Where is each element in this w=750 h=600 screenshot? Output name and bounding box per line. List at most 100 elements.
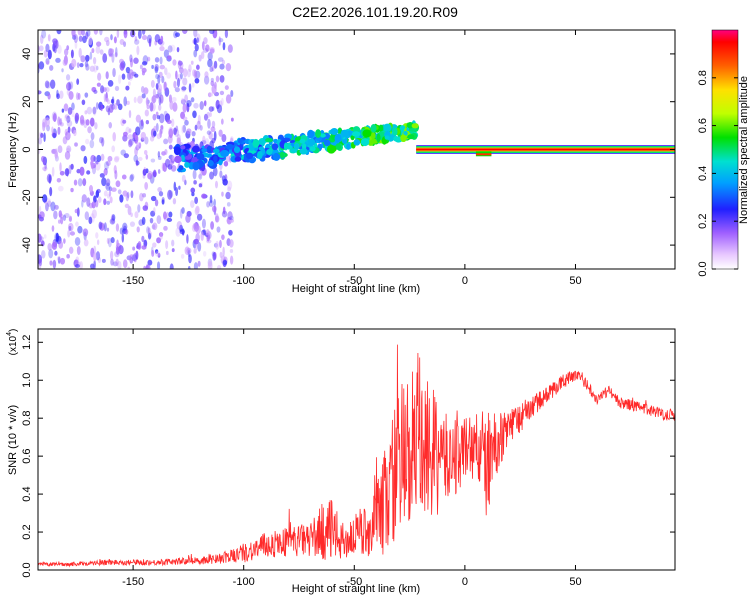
- spectrogram-noise-blob: [67, 229, 71, 238]
- spectrogram-noise-blob: [192, 110, 197, 119]
- spectrogram-noise-blob: [210, 80, 215, 86]
- spectrogram-noise-blob: [150, 79, 155, 88]
- spectrogram-noise-blob: [157, 74, 161, 85]
- spectrogram-noise-blob: [78, 35, 83, 42]
- spectrogram-noise-blob: [196, 213, 203, 221]
- spectrogram-noise-blob: [49, 186, 53, 197]
- spectrogram-noise-blob: [54, 250, 58, 256]
- spectrogram-noise-blob: [182, 68, 188, 78]
- spectrogram-noise-blob: [196, 33, 201, 43]
- spectrogram-noise-blob: [87, 126, 92, 134]
- spectrogram-noise-blob: [175, 186, 179, 197]
- spectrogram-noise-blob: [119, 39, 125, 45]
- spectrogram-noise-blob: [66, 82, 72, 91]
- spectrogram-noise-blob: [181, 125, 184, 134]
- spectrogram-trace-blob: [392, 127, 398, 136]
- spectrogram-noise-blob: [42, 121, 46, 132]
- spectrogram-noise-blob: [96, 154, 102, 163]
- spectrogram-noise-blob: [136, 226, 140, 233]
- spectrogram-trace-blob: [351, 131, 361, 137]
- spectrogram-noise-blob: [102, 53, 108, 63]
- snr-ytick-label: 1.2: [21, 335, 33, 350]
- spectrogram-noise-blob: [209, 194, 213, 204]
- spectrogram-noise-blob: [74, 112, 80, 122]
- spectrogram-noise-blob: [96, 188, 101, 194]
- spectrogram-noise-blob: [100, 85, 105, 94]
- spectrogram-noise-blob: [177, 60, 183, 66]
- spectrogram-noise-blob: [89, 51, 93, 60]
- spectrogram-noise-blob: [123, 131, 128, 137]
- spectrogram-noise-blob: [212, 166, 218, 177]
- spectrogram-noise-blob: [209, 30, 215, 35]
- spectrogram-noise-blob: [136, 141, 140, 151]
- spectrogram-noise-blob: [133, 96, 137, 104]
- spectrogram-noise-blob: [153, 207, 156, 214]
- spectrogram-noise-blob: [211, 106, 215, 111]
- spectrogram-noise-blob: [92, 57, 97, 65]
- spectrogram-noise-blob: [129, 174, 134, 182]
- spectrogram-noise-blob: [114, 169, 118, 180]
- spectrogram-noise-blob: [42, 159, 46, 166]
- spectrogram-noise-blob: [155, 111, 159, 117]
- spectrogram-noise-blob: [130, 57, 133, 68]
- spectrogram-noise-blob: [202, 250, 207, 257]
- spectrogram-noise-blob: [81, 194, 87, 203]
- spectrogram-noise-blob: [156, 133, 161, 140]
- spectrogram-noise-blob: [76, 245, 81, 255]
- spectrogram-trace-blob: [326, 144, 336, 154]
- spectrogram-noise-blob: [202, 48, 209, 53]
- spectrogram-noise-blob: [62, 214, 67, 221]
- spectrogram-noise-blob: [135, 126, 141, 136]
- spectrogram-noise-blob: [227, 180, 233, 190]
- spectrogram-noise-blob: [163, 138, 169, 145]
- spectrogram-noise-blob: [205, 229, 210, 236]
- spectrogram-noise-blob: [85, 138, 90, 145]
- spectrogram-noise-blob: [95, 232, 99, 239]
- spectrogram-noise-blob: [66, 254, 70, 259]
- spectrogram-noise-blob: [143, 87, 149, 95]
- spectrogram-noise-blob: [93, 155, 97, 162]
- spectrogram-noise-blob: [146, 34, 152, 44]
- spectrogram-noise-blob: [173, 127, 177, 136]
- spectrogram-noise-blob: [46, 60, 50, 65]
- spectrogram-trace-blob: [220, 149, 230, 157]
- spectrogram-noise-blob: [122, 119, 127, 124]
- spectrogram-noise-blob: [184, 179, 187, 186]
- spectrogram-noise-blob: [152, 113, 157, 121]
- spectrogram-noise-blob: [38, 137, 43, 145]
- spectrogram-noise-blob: [155, 73, 160, 80]
- spectrogram-noise-blob: [224, 85, 229, 90]
- spectrogram-noise-blob: [173, 181, 177, 192]
- snr-xlabel: Height of straight line (km): [292, 583, 420, 595]
- spectrogram-noise-blob: [96, 239, 100, 246]
- spectrogram-noise-blob: [218, 38, 224, 43]
- spectrogram-noise-blob: [97, 196, 102, 203]
- spectrogram-noise-blob: [74, 263, 80, 269]
- spectrogram-trace-blob: [384, 135, 390, 140]
- spectrogram-noise-blob: [117, 189, 122, 195]
- spectrogram-trace-blob: [334, 133, 342, 143]
- snr-axes: -150 -100 -50 0 50 0.0 0.2 0.4 0.6 0.8 1.0 1.2: [21, 329, 675, 588]
- spectrogram-noise-blob: [49, 64, 54, 71]
- spectrogram-trace-blob: [265, 137, 274, 143]
- spectrogram-noise-blob: [168, 211, 173, 218]
- spectrogram-noise-blob: [176, 137, 181, 146]
- spectrogram-noise-blob: [47, 242, 52, 251]
- spectrogram-noise-blob: [78, 47, 82, 58]
- spectrogram-noise-blob: [227, 186, 232, 192]
- spectrogram-noise-blob: [89, 65, 96, 72]
- spectrogram-noise-blob: [157, 252, 161, 258]
- spectrogram-image: [38, 30, 675, 269]
- spectrogram-trace-blob: [330, 128, 339, 136]
- spectrogram-noise-blob: [163, 81, 167, 92]
- spectrogram-trace-blob: [234, 156, 242, 162]
- spectrogram-noise-blob: [137, 240, 142, 250]
- spectrogram-noise-blob: [76, 78, 80, 85]
- spectrogram-noise-blob: [142, 193, 147, 198]
- spectrogram-noise-blob: [190, 187, 196, 193]
- snr-ytick-label: 1.0: [21, 373, 33, 388]
- spectrogram-noise-blob: [86, 106, 93, 115]
- spectrogram-noise-blob: [92, 106, 97, 116]
- spectrogram-noise-blob: [191, 192, 195, 197]
